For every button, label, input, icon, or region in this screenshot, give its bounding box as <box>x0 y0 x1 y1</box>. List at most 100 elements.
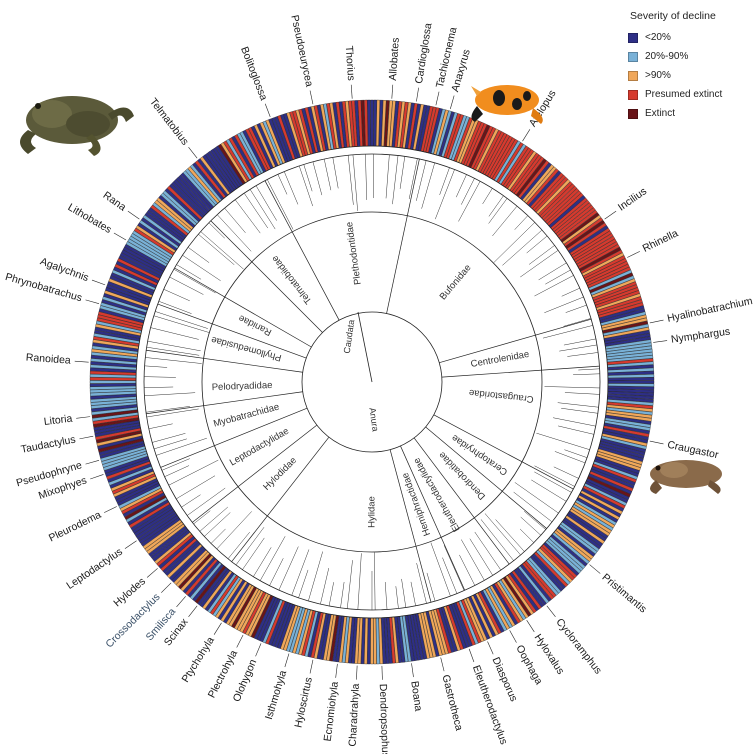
family-label: Centrolenidae <box>470 349 530 370</box>
severity-legend: Severity of decline <20% 20%-90% >90% Pr… <box>628 10 750 123</box>
tree-tip <box>563 338 596 346</box>
severity-bar <box>370 99 374 147</box>
tree-tip <box>561 287 580 297</box>
tree-tip <box>155 311 208 329</box>
genus-label: Ranoidea <box>25 352 71 367</box>
tree-branch <box>210 220 323 333</box>
tree-tip <box>144 365 168 368</box>
tree-tip <box>200 231 244 270</box>
tree-tip <box>564 392 600 395</box>
tree-tip <box>346 560 353 609</box>
tree-tip <box>193 510 211 525</box>
tree-tip <box>564 449 588 458</box>
genus-tick <box>124 540 137 549</box>
genus-label: Rhinella <box>641 227 681 254</box>
tree-tip <box>565 304 587 313</box>
tree-tip <box>153 315 210 333</box>
tree-tip <box>249 189 276 230</box>
frog-photo <box>20 96 134 156</box>
tree-tip <box>173 269 216 294</box>
severity-bar <box>89 380 137 384</box>
tree-tip <box>474 531 502 571</box>
legend-swatch <box>628 89 638 100</box>
tree-tip <box>520 516 541 536</box>
legend-label: >90% <box>645 70 671 81</box>
tree-tip <box>426 572 436 602</box>
genus-tick <box>649 440 664 445</box>
tree-branch <box>400 445 466 591</box>
tree-tip <box>528 245 555 265</box>
genus-tick <box>79 435 94 440</box>
family-label: Myobatrachidae <box>212 402 280 430</box>
tree-branch <box>157 303 307 359</box>
tree-tip <box>255 185 277 221</box>
genus-tick <box>113 232 127 241</box>
tree-tip <box>469 538 493 576</box>
tree-tip <box>147 340 201 352</box>
genus-tick <box>127 210 140 220</box>
legend-label: 20%-90% <box>645 51 689 62</box>
tree-branch <box>425 426 547 529</box>
family-label: Plethodontidae <box>344 221 364 285</box>
tree-tip <box>519 528 534 543</box>
harlequin-toad-photo <box>471 85 543 124</box>
tree-branch <box>433 414 574 490</box>
tree-tip <box>534 465 575 487</box>
legend-swatch <box>628 108 638 119</box>
genus-tick <box>213 622 222 635</box>
tree-tip <box>538 262 567 281</box>
genus-tick <box>188 605 198 618</box>
genus-tick <box>391 84 394 99</box>
genus-label: Charadrahyla <box>347 683 362 747</box>
genus-tick <box>526 620 535 633</box>
genus-tick <box>264 103 271 117</box>
legend-item: <20% <box>628 28 750 47</box>
genus-tick <box>468 648 475 663</box>
tree-tip <box>187 487 226 516</box>
tree-tip <box>298 569 309 598</box>
tree-tip <box>408 158 418 200</box>
tree-tip <box>384 581 388 610</box>
family-label: Pelodryadidae <box>212 380 273 393</box>
tree-tip <box>526 235 548 254</box>
tree-tip <box>198 234 235 265</box>
tree-tip <box>208 222 225 239</box>
genus-label: Lithobates <box>66 201 114 236</box>
tree-tip <box>534 471 572 493</box>
tree-tip <box>259 536 286 581</box>
tree-tip <box>536 432 590 450</box>
tree-tip <box>357 553 362 610</box>
tree-tip <box>544 386 600 389</box>
genus-tick <box>90 474 104 480</box>
genus-tick <box>449 95 455 110</box>
tree-tip <box>553 466 579 479</box>
genus-tick <box>85 459 100 465</box>
tree-branch <box>439 318 592 364</box>
genus-tick <box>356 665 358 680</box>
tree-family-arc <box>201 211 543 553</box>
tree-tip <box>557 402 599 408</box>
tree-tip <box>320 567 330 605</box>
legend-title: Severity of decline <box>630 10 716 22</box>
genus-tick <box>627 251 640 258</box>
tree-tip <box>435 169 455 220</box>
genus-label: Leptodactylus <box>64 546 124 592</box>
family-label: Hylodidae <box>261 455 299 493</box>
tree-tip <box>156 437 207 456</box>
genus-label: Isthmohyla <box>263 669 289 721</box>
tree-tip <box>567 352 599 357</box>
genus-label: Telmatobius <box>147 96 191 148</box>
tree-tip <box>442 557 458 594</box>
tree-branch <box>386 158 420 314</box>
tree-branch <box>146 391 303 415</box>
tree-tip <box>308 551 323 602</box>
phylogenetic-tree <box>143 153 601 611</box>
tree-tip <box>561 407 598 414</box>
severity-bar <box>607 380 655 384</box>
tree-branch <box>146 349 303 373</box>
genus-tick <box>487 641 494 655</box>
tree-tip <box>291 549 310 596</box>
legend-label: Extinct <box>645 108 676 119</box>
legend-label: <20% <box>645 32 671 43</box>
genus-tick <box>509 630 517 643</box>
